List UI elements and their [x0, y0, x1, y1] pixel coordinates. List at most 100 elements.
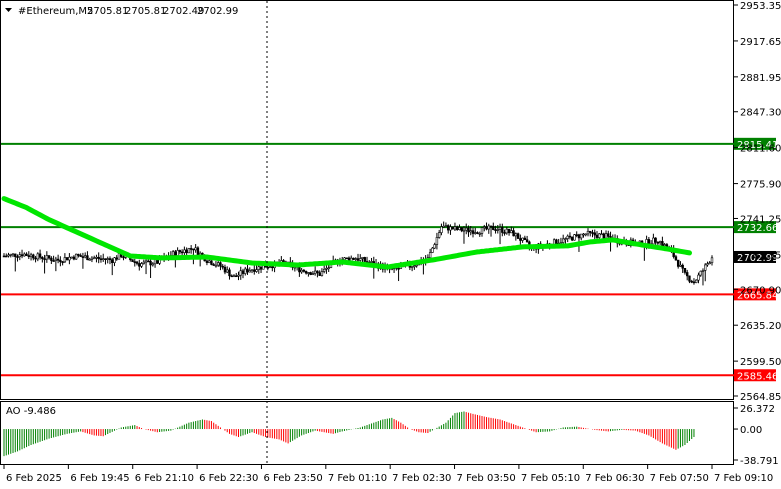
- candle-body: [345, 257, 348, 260]
- ao-axis-label: 26.372: [740, 404, 775, 415]
- candle-body: [575, 234, 578, 236]
- candle-body: [50, 257, 53, 261]
- candle-body: [43, 258, 46, 261]
- candle-body: [102, 258, 105, 261]
- candle-body: [248, 270, 251, 273]
- horizontal-levels[interactable]: 2815.41 2732.66 2665.84 2585.46 2702.99: [1, 137, 778, 382]
- candle-body: [246, 268, 249, 273]
- time-axis: 6 Feb 2025 6 Feb 19:45 6 Feb 21:10 6 Feb 22…: [3, 465, 773, 484]
- price-axis-label: 2599.50: [740, 357, 781, 368]
- candle-body: [271, 266, 274, 269]
- candle-body: [32, 254, 35, 259]
- price-axis-label: 2881.95: [740, 73, 781, 84]
- candle-body: [428, 252, 432, 259]
- candle-body: [467, 227, 470, 233]
- candle-body: [699, 270, 702, 276]
- candle-body: [52, 260, 55, 262]
- candle-body: [14, 253, 17, 257]
- ohlc-low: 2702.49: [163, 6, 204, 17]
- candle-body: [489, 225, 493, 228]
- candle-body: [327, 267, 330, 269]
- candle-body: [435, 237, 439, 245]
- candle-body: [471, 230, 475, 234]
- candle-body: [354, 258, 357, 260]
- candle-body: [180, 251, 184, 254]
- candle-body: [708, 262, 711, 265]
- candle-body: [449, 226, 452, 231]
- candle-body: [142, 261, 145, 264]
- candle-body: [205, 260, 209, 263]
- candle-body: [480, 227, 484, 234]
- candle-body: [54, 258, 58, 261]
- candle-body: [9, 253, 12, 256]
- candle-body: [7, 254, 10, 257]
- candle-body: [492, 226, 495, 230]
- candle-body: [460, 227, 463, 232]
- candle-body: [685, 272, 689, 277]
- candle-body: [697, 274, 700, 281]
- candle-body: [86, 255, 89, 261]
- candle-body: [591, 232, 594, 234]
- level-tag-resistance: [734, 221, 776, 234]
- ohlc-open: 2705.81: [87, 6, 128, 17]
- price-axis-label: 2564.85: [740, 392, 781, 403]
- candle-body: [131, 259, 134, 262]
- level-tag-label: 2732.66: [737, 223, 778, 234]
- candle-body: [442, 225, 445, 228]
- candle-body: [88, 259, 91, 261]
- candle-body: [189, 248, 193, 250]
- candle-body: [210, 260, 213, 265]
- candle-body: [59, 259, 62, 263]
- candle-body: [194, 247, 197, 251]
- candle-body: [63, 257, 67, 263]
- candle-body: [356, 258, 360, 261]
- candle-body: [72, 256, 76, 260]
- price-axis: 2953.35 2917.65 2881.95 2847.30 2811.60 2775.…: [734, 1, 781, 403]
- candle-body: [257, 266, 260, 270]
- candle-body: [674, 256, 678, 261]
- candle-body: [36, 253, 40, 260]
- candle-body: [465, 227, 468, 231]
- price-axis-label: 2775.90: [740, 180, 781, 191]
- candle-body: [456, 226, 459, 230]
- candle-body: [561, 238, 565, 243]
- candle-body: [259, 266, 263, 270]
- candle-body: [706, 263, 709, 266]
- candle-body: [437, 232, 441, 238]
- candle-body: [469, 230, 472, 233]
- candle-body: [559, 242, 563, 244]
- candle-body: [113, 257, 116, 263]
- candle-body: [133, 261, 136, 263]
- ao-axis: 26.372 0.00 -38.791: [734, 404, 779, 467]
- candle-body: [140, 263, 143, 267]
- candle-body: [185, 249, 188, 254]
- candle-body: [115, 257, 118, 260]
- candle-body: [61, 261, 64, 264]
- symbol-label: #Ethereum,M5: [18, 6, 93, 17]
- candle-body: [282, 260, 285, 263]
- time-axis-label: 7 Feb 06:30: [585, 473, 644, 484]
- ao-axis-label: -38.791: [740, 456, 779, 467]
- time-axis-label: 6 Feb 21:10: [135, 473, 194, 484]
- candle-body: [586, 230, 590, 235]
- candle-body: [241, 270, 245, 274]
- candle-body: [237, 274, 240, 277]
- candle-body: [688, 275, 691, 282]
- candle-body: [607, 233, 610, 237]
- candle-body: [300, 269, 303, 273]
- candle-body: [97, 256, 100, 260]
- candle-body: [239, 270, 242, 276]
- candle-body: [656, 241, 660, 244]
- candle-body: [584, 233, 587, 236]
- candle-body: [176, 250, 179, 256]
- candle-body: [316, 270, 319, 274]
- dropdown-triangle-icon[interactable]: [5, 8, 12, 12]
- price-axis-label: 2953.35: [740, 1, 781, 12]
- candle-body: [307, 272, 310, 274]
- candle-body: [70, 256, 73, 259]
- candle-body: [505, 228, 509, 234]
- candle-body: [153, 259, 157, 265]
- candle-body: [302, 269, 306, 272]
- candle-body: [207, 260, 211, 263]
